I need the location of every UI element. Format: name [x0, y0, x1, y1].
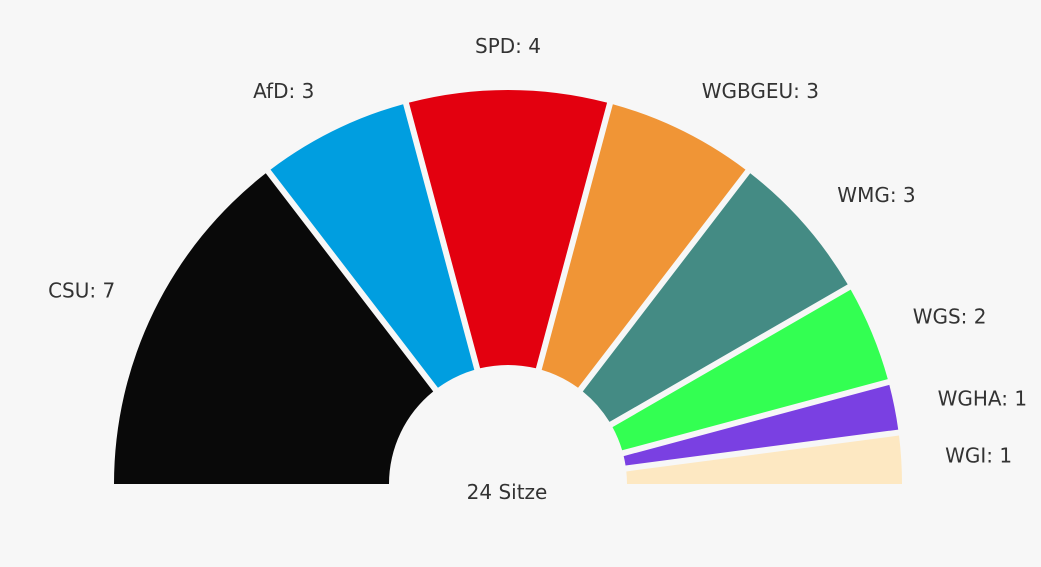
total-seats-label: 24 Sitze [467, 480, 548, 504]
chart-slices [113, 90, 902, 484]
chart-labels: CSU: 7 AfD: 3 SPD: 4 WGBGEU: 3 WMG: 3 WGS: 2 W… [48, 34, 1027, 467]
slice-wgbgeu [541, 104, 746, 388]
slice-wmg [582, 173, 848, 422]
label-wmg: WMG: 3 [837, 183, 915, 207]
slice-afd [270, 104, 475, 388]
label-wgbgeu: WGBGEU: 3 [702, 79, 819, 103]
label-wgi: WGI: 1 [945, 443, 1012, 467]
label-wgha: WGHA: 1 [938, 387, 1027, 411]
label-wgs: WGS: 2 [913, 304, 987, 328]
slice-wgi [626, 435, 902, 484]
label-spd: SPD: 4 [475, 34, 541, 58]
slice-wgha [623, 384, 899, 466]
slice-csu [113, 173, 434, 484]
label-afd: AfD: 3 [253, 79, 314, 103]
slice-wgs [612, 289, 888, 451]
label-csu: CSU: 7 [48, 278, 115, 302]
slice-spd [408, 90, 608, 369]
